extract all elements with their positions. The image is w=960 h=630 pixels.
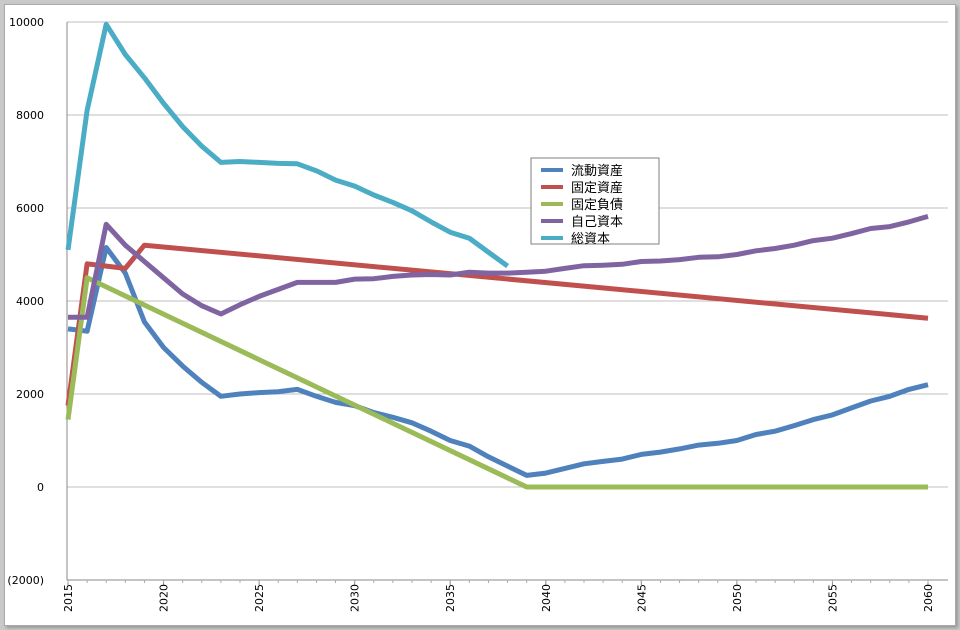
- series-line: [68, 213, 929, 320]
- y-tick-label: 8000: [16, 109, 44, 122]
- series-lines: [65, 21, 929, 490]
- axes: [66, 22, 948, 585]
- legend-entry: 流動資産: [571, 163, 623, 179]
- x-tick-label: 2015: [62, 584, 75, 612]
- x-tick-label: 2060: [922, 584, 935, 612]
- series-line: [65, 275, 928, 490]
- x-tick-label: 2030: [349, 584, 362, 612]
- y-tick-label: 0: [37, 481, 44, 494]
- y-tick-label: 2000: [16, 388, 44, 401]
- x-tick-label: 2020: [158, 584, 171, 612]
- x-tick-label: 2040: [540, 584, 553, 612]
- x-tick-label: 2055: [826, 584, 839, 612]
- legend-entry: 自己資本: [571, 215, 623, 230]
- x-tick-label: 2035: [444, 584, 457, 612]
- x-tick-label: 2050: [731, 584, 744, 612]
- series-line: [65, 21, 510, 269]
- y-tick-label: (2000): [7, 574, 44, 587]
- legend-entry: 総資本: [571, 232, 610, 247]
- y-tick-label: 4000: [16, 295, 44, 308]
- y-tick-label: 6000: [16, 202, 44, 215]
- x-tick-label: 2045: [635, 584, 648, 612]
- legend-entry: 固定資産: [571, 180, 623, 196]
- y-tick-label: 10000: [9, 16, 44, 29]
- legend-entry: 固定負債: [571, 198, 623, 213]
- series-line: [67, 245, 929, 478]
- legend-box: [530, 157, 660, 245]
- x-tick-labels: 2015 2020 2025 2030 2035 2040 2045 2050 2055 2060: [62, 584, 935, 612]
- x-tick-label: 2025: [253, 584, 266, 612]
- y-tick-labels: (2000) 0 2000 4000 6000 8000 10000: [7, 16, 44, 587]
